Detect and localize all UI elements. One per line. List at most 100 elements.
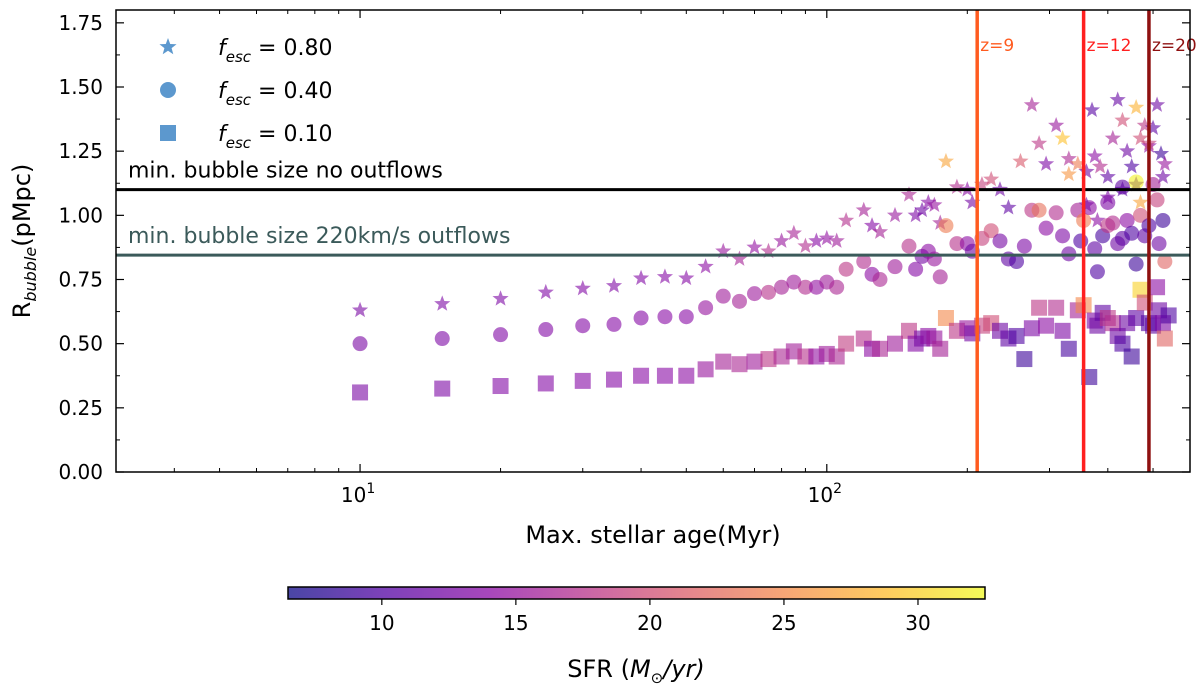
circle-point [760,284,776,300]
square-point [828,348,845,365]
star-point [964,194,981,210]
circle-point [715,288,731,304]
circle-point [856,254,872,270]
star-point [715,242,732,259]
square-point [656,367,673,384]
circle-point [1157,254,1173,270]
plot-frame [115,9,1191,473]
colorbar-title-prefix: SFR ( [567,655,630,683]
star-point [920,194,937,210]
square-point [1114,335,1131,352]
circle-point [872,272,888,287]
circle-point [1128,256,1144,272]
star-point [1060,165,1077,182]
star-point [697,258,714,274]
star-point [574,279,591,296]
square-point [1038,317,1055,334]
hline-label: min. bubble size no outflows [128,159,443,184]
square-point [937,310,954,326]
square-point [760,351,777,368]
circle-point [838,261,854,277]
star-point [797,237,814,254]
square-point [1060,340,1077,357]
star-point [731,250,748,266]
star-point [1048,117,1065,133]
y-axis-title-tail: (pMpc) [8,164,36,247]
star-point [1148,96,1166,112]
star-point [1132,194,1149,210]
legend-square-marker [160,125,176,141]
colorbar-frame [287,586,986,600]
star-point [1078,163,1095,179]
vertical-lines: z=9 z=12 z=20 [975,10,1197,472]
circle-point [932,269,948,285]
circle-point [746,286,762,302]
circle-point [1128,174,1144,190]
star-point [828,232,845,248]
circle-point [1087,241,1103,257]
horizontal-lines: min. bubble size no outflows min. bubble … [116,159,1190,257]
star-point [1109,91,1126,107]
circle-point [1073,233,1089,249]
star-point [1099,168,1116,184]
circle-point [949,236,965,252]
circle-point [1151,236,1167,252]
circle-point [1089,264,1105,280]
circle-point [538,322,554,338]
square-point [900,322,917,339]
square-point [887,335,904,352]
square-point [633,367,650,384]
x-tick-label: 101 [341,481,375,507]
star-point [492,290,509,306]
star-point [434,295,451,311]
circle-point [606,316,622,332]
star-point [678,269,695,286]
square-point [1128,310,1145,326]
colorbar-tick-label: 30 [905,611,930,635]
star-point [855,201,872,218]
y-tick-label: 0.75 [58,268,103,292]
circle-point [887,259,903,275]
vline-label: z=9 [980,36,1014,56]
star-point [1000,199,1017,215]
star-point [1086,147,1103,164]
circle-point [1155,212,1171,228]
square-point [1104,315,1121,332]
star-point [1104,129,1121,146]
star-point [760,242,777,259]
y-tick-label: 0.25 [58,396,103,420]
square-point [1149,279,1166,296]
circle-point [1114,179,1130,195]
circle-point [829,279,845,295]
vline-label: z=12 [1087,36,1132,56]
legend: fesc = 0.80 fesc = 0.40 fesc = 0.10 [159,36,332,152]
square-point [1031,299,1048,316]
star-point [937,152,955,169]
legend-label: fesc = 0.40 [218,79,332,109]
circle-point [1132,207,1148,223]
star-point [1060,150,1077,166]
star-point [838,211,855,228]
square-point [1008,327,1025,344]
circle-point [678,309,694,325]
circle-point [1119,212,1135,228]
circle-point [633,310,649,326]
square-point [678,367,695,384]
circle-point [1124,225,1140,241]
axis-ticks: 0.00 0.25 0.50 0.75 1.00 1.25 1.50 1.75 101 102 [58,10,1191,507]
square-point [352,384,369,401]
colorbar-tick-label: 10 [369,611,394,635]
star-point [1012,152,1029,169]
square-point [932,340,949,357]
circle-point [1149,192,1165,208]
star-point [746,238,763,255]
circle-point [493,327,509,343]
y-axis-title-base: R [8,302,36,319]
circle-point [786,274,802,290]
star-point [983,170,1000,187]
circle-point [1031,202,1047,218]
star-point [907,206,924,223]
star-point [926,196,943,212]
star-point [605,277,623,293]
square-point [773,348,790,365]
